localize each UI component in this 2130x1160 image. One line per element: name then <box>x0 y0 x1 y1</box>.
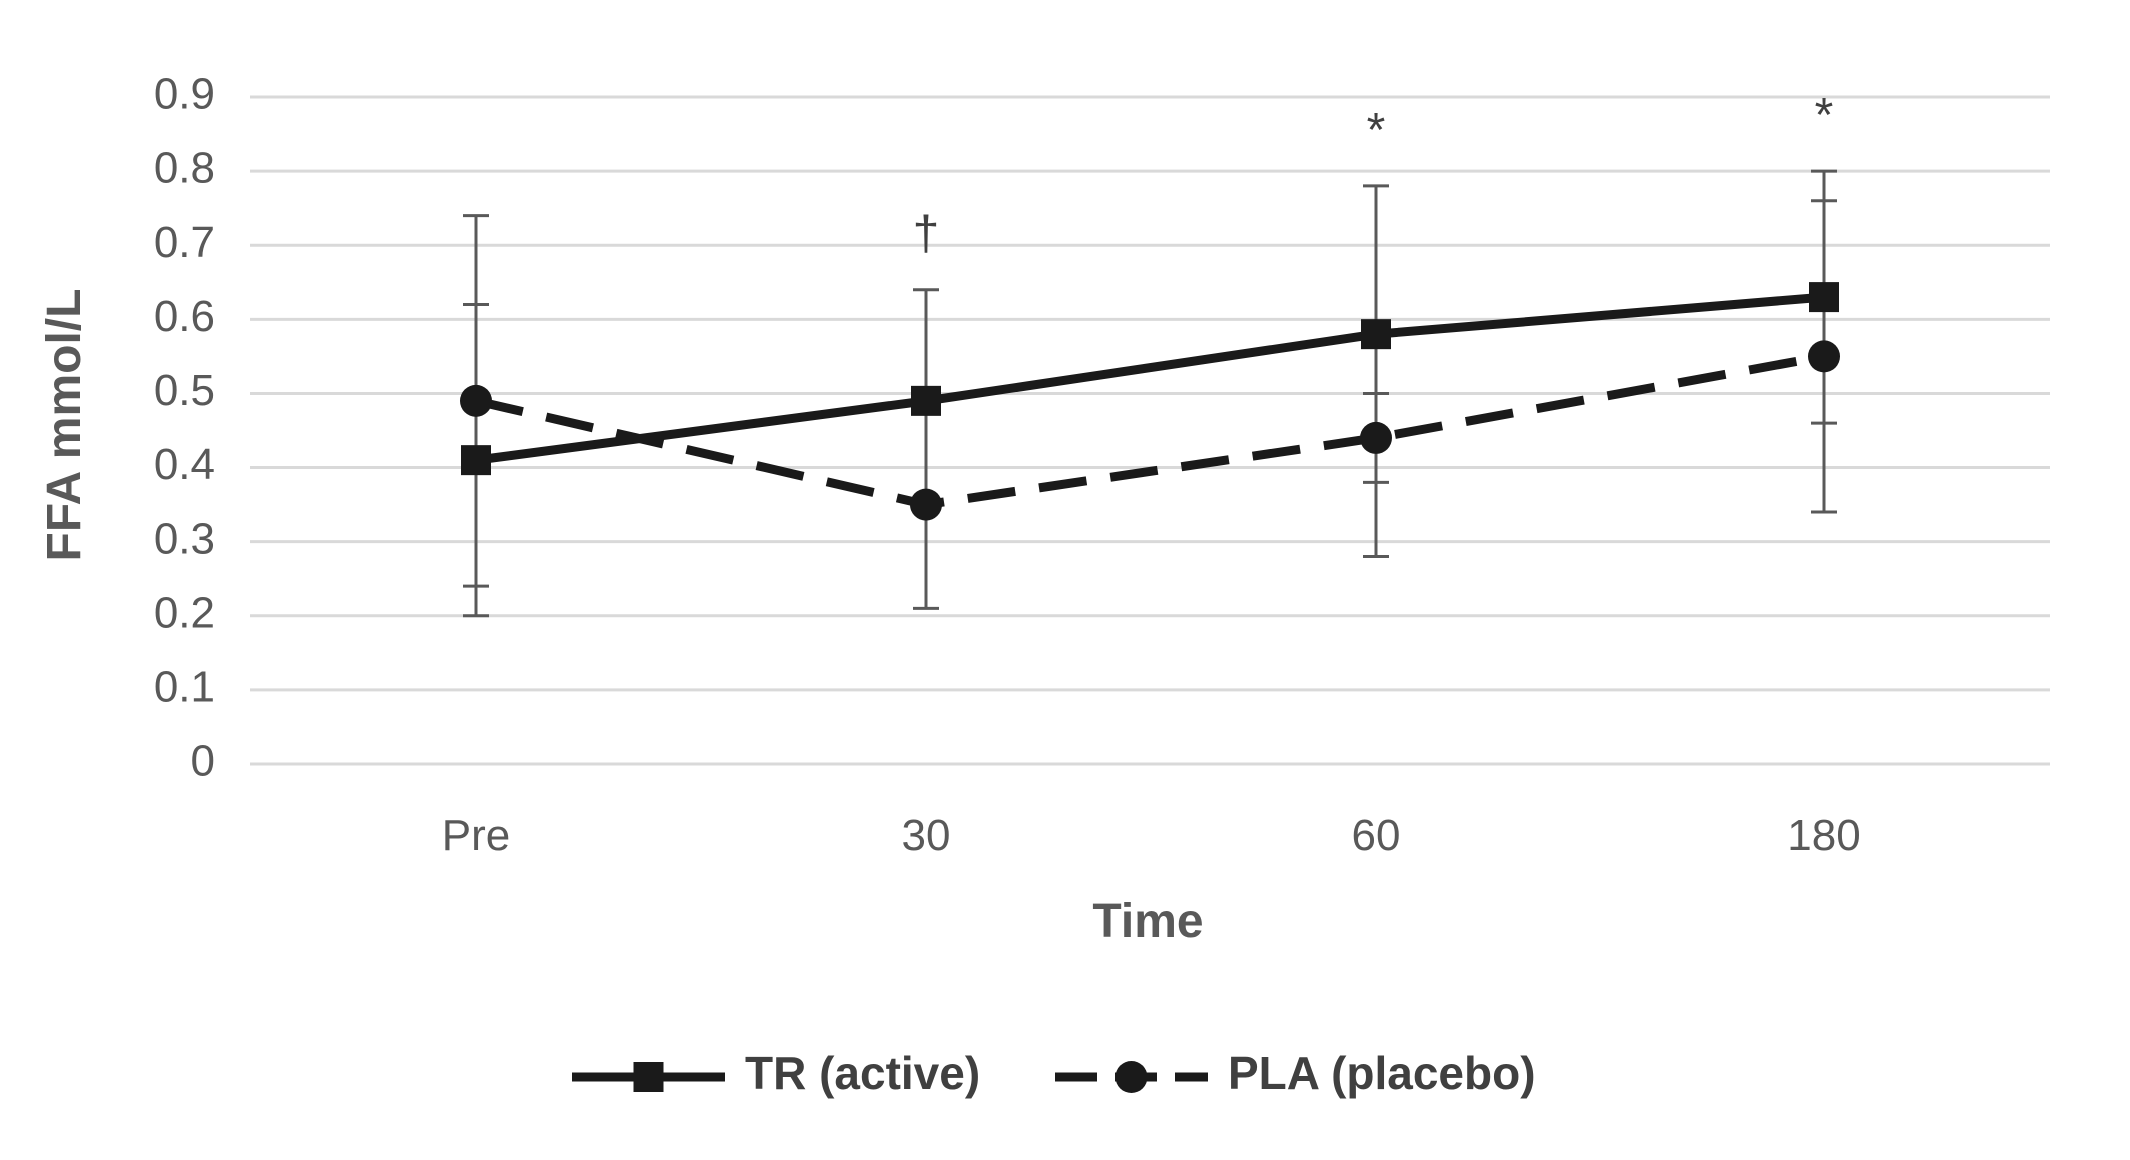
x-tick-label: Pre <box>442 811 510 860</box>
series-lines <box>474 292 1825 510</box>
series-line <box>475 292 1825 465</box>
grid-lines <box>250 95 2050 766</box>
x-tick-label: 30 <box>902 811 951 860</box>
x-tick-label: 180 <box>1787 811 1860 860</box>
y-tick-label: 0.8 <box>154 144 215 193</box>
legend-square-marker <box>633 1062 664 1092</box>
significance-marker: † <box>913 208 940 261</box>
x-axis-ticks: Pre 30 60 180 <box>442 811 1861 860</box>
significance-marker: * <box>1367 104 1386 157</box>
square-marker <box>1361 319 1391 350</box>
y-tick-label: 0.9 <box>154 70 215 119</box>
square-marker <box>1809 282 1839 313</box>
circle-marker <box>1360 421 1392 454</box>
circle-marker <box>1808 340 1840 373</box>
series-line <box>474 351 1825 510</box>
legend: TR (active) PLA (placebo) <box>572 1047 1536 1099</box>
y-tick-label: 0.6 <box>154 292 215 341</box>
square-marker <box>911 385 941 416</box>
series-markers <box>460 282 1840 521</box>
circle-marker <box>910 488 942 521</box>
x-axis-title: Time <box>1092 895 1203 948</box>
y-axis-ticks: 0 0.1 0.2 0.3 0.4 0.5 0.6 0.7 0.8 0.9 <box>154 70 215 786</box>
legend-label: PLA (placebo) <box>1228 1047 1536 1099</box>
circle-marker <box>460 384 492 417</box>
y-tick-label: 0.2 <box>154 588 215 637</box>
y-tick-label: 0.7 <box>154 218 215 267</box>
legend-circle-marker <box>1115 1061 1148 1093</box>
y-tick-label: 0.4 <box>154 440 215 489</box>
y-tick-label: 0.3 <box>154 514 215 563</box>
y-tick-label: 0.5 <box>154 366 215 415</box>
y-axis-title: FFA mmol/L <box>38 289 91 562</box>
x-tick-label: 60 <box>1352 811 1401 860</box>
y-tick-label: 0.1 <box>154 663 215 712</box>
y-tick-label: 0 <box>191 737 215 786</box>
significance-marker: * <box>1815 89 1834 142</box>
square-marker <box>461 445 491 476</box>
legend-label: TR (active) <box>745 1047 980 1099</box>
annotations: † * * <box>913 89 1834 261</box>
